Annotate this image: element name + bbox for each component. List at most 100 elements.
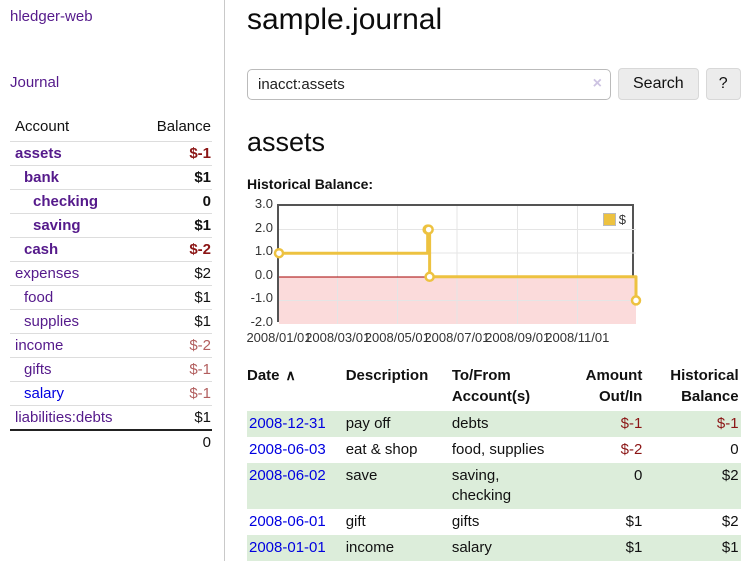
account-link[interactable]: gifts bbox=[24, 361, 52, 378]
account-row: checking 0 bbox=[10, 189, 212, 214]
chart-legend: $ bbox=[600, 211, 628, 228]
chart-title: Historical Balance: bbox=[247, 176, 374, 192]
register-description-cell: income bbox=[345, 539, 395, 556]
transaction-date-link[interactable]: 2008-06-02 bbox=[249, 467, 326, 484]
register-column-header: Amount Out/In bbox=[585, 367, 643, 405]
register-amount-cell: $1 bbox=[625, 513, 643, 530]
x-axis-tick-label: 2008/05/01 bbox=[364, 330, 430, 345]
x-axis-tick-label: 2008/09/01 bbox=[485, 330, 551, 345]
account-balance: $1 bbox=[194, 409, 211, 426]
data-point-marker[interactable] bbox=[423, 224, 434, 235]
register-description-cell: eat & shop bbox=[345, 441, 418, 458]
account-balance: $-1 bbox=[189, 385, 211, 402]
register-column-header[interactable]: Date ∧ bbox=[247, 367, 296, 384]
account-row: assets $-1 bbox=[10, 141, 212, 166]
search-button[interactable]: Search bbox=[618, 68, 699, 100]
register-accounts-cell: debts bbox=[451, 415, 489, 432]
data-point-marker[interactable] bbox=[630, 295, 642, 306]
x-axis-tick-label: 2008/01/01 bbox=[246, 330, 312, 345]
account-link[interactable]: saving bbox=[33, 217, 81, 234]
transaction-date-link[interactable]: 2008-06-03 bbox=[249, 441, 326, 458]
account-row: income $-2 bbox=[10, 333, 212, 358]
account-link[interactable]: salary bbox=[24, 385, 65, 402]
accounts-table: Account Balance assets $-1 bank $1 checking 0… bbox=[10, 115, 212, 454]
account-link[interactable]: cash bbox=[24, 241, 59, 258]
account-link[interactable]: assets bbox=[15, 145, 62, 162]
account-row: expenses $2 bbox=[10, 261, 212, 286]
account-link[interactable]: supplies bbox=[24, 313, 80, 330]
register-balance-cell: $2 bbox=[721, 467, 739, 484]
account-link[interactable]: liabilities:debts bbox=[15, 409, 113, 426]
register-description-cell: pay off bbox=[345, 415, 391, 432]
account-link[interactable]: bank bbox=[24, 169, 60, 186]
account-cell: gifts bbox=[10, 358, 137, 382]
legend-label: $ bbox=[618, 212, 626, 227]
register-balance-cell: 0 bbox=[730, 441, 739, 458]
account-row: food $1 bbox=[10, 285, 212, 310]
account-cell: food bbox=[10, 286, 137, 310]
accounts-header-balance: Balance bbox=[156, 118, 211, 135]
account-heading: assets bbox=[247, 127, 326, 157]
legend-swatch-icon bbox=[602, 213, 616, 226]
account-balance: 0 bbox=[202, 193, 211, 210]
account-balance: $1 bbox=[194, 313, 211, 330]
account-cell: income bbox=[10, 334, 137, 358]
search-input[interactable] bbox=[247, 68, 611, 100]
register-date-cell: 2008-06-02 bbox=[247, 463, 346, 509]
account-row: bank $1 bbox=[10, 165, 212, 190]
account-cell: cash bbox=[10, 238, 137, 262]
account-cell: supplies bbox=[10, 310, 137, 334]
nav-journal-link[interactable]: Journal bbox=[10, 74, 60, 91]
sidebar: hledger-web Journal Account Balance asse… bbox=[0, 0, 225, 561]
account-cell: liabilities:debts bbox=[10, 406, 137, 431]
historical-balance-chart[interactable]: 3.0 2.0 1.0 0.0 -1.0 -2.0 2008/01/01 2008/03/01… bbox=[246, 196, 645, 348]
x-axis-tick-label: 2008/11/01 bbox=[545, 330, 610, 345]
x-axis-tick-label: 2008/03/01 bbox=[305, 330, 371, 345]
account-balance: $1 bbox=[194, 217, 211, 234]
register-description-cell: save bbox=[345, 467, 378, 484]
account-row: saving $1 bbox=[10, 213, 212, 238]
account-cell: saving bbox=[10, 214, 137, 238]
account-row: supplies $1 bbox=[10, 309, 212, 334]
account-cell: assets bbox=[10, 142, 137, 166]
register-amount-cell: $-1 bbox=[620, 415, 643, 432]
register-accounts-cell: saving, checking bbox=[451, 467, 512, 504]
account-cell: bank bbox=[10, 166, 137, 190]
chart-canvas bbox=[273, 206, 642, 324]
y-axis-tick-label: 3.0 bbox=[254, 196, 273, 211]
account-balance: $1 bbox=[194, 169, 211, 186]
register-row: 2008-06-01 gift gifts $1 $2 bbox=[247, 509, 741, 535]
search-box: × bbox=[247, 68, 611, 100]
accounts-total-row: 0 bbox=[10, 430, 212, 454]
transaction-date-link[interactable]: 2008-01-01 bbox=[249, 539, 326, 556]
x-axis-tick-label: 2008/07/01 bbox=[424, 330, 490, 345]
clear-search-icon[interactable]: × bbox=[592, 74, 602, 92]
register-accounts-cell: gifts bbox=[451, 513, 480, 530]
account-row: salary $-1 bbox=[10, 381, 212, 406]
register-accounts-cell: food, supplies bbox=[451, 441, 545, 458]
account-cell: salary bbox=[10, 382, 137, 406]
register-amount-cell: $-2 bbox=[620, 441, 643, 458]
help-button[interactable]: ? bbox=[705, 68, 741, 100]
register-table: Date ∧ Description To/From Account(s) Amount O… bbox=[247, 363, 741, 561]
account-balance: $2 bbox=[194, 265, 211, 282]
register-date-cell: 2008-12-31 bbox=[247, 411, 346, 437]
register-column-header: Description bbox=[345, 367, 429, 384]
account-cell: expenses bbox=[10, 262, 137, 286]
data-point-marker[interactable] bbox=[424, 271, 435, 283]
y-axis-tick-label: -2.0 bbox=[250, 314, 273, 329]
account-link[interactable]: income bbox=[15, 337, 64, 354]
register-row: 2008-01-01 income salary $1 $1 bbox=[247, 535, 741, 561]
account-link[interactable]: expenses bbox=[15, 265, 80, 282]
account-link[interactable]: checking bbox=[33, 193, 99, 210]
transaction-date-link[interactable]: 2008-06-01 bbox=[249, 513, 326, 530]
register-row: 2008-06-02 save saving, checking 0 $2 bbox=[247, 463, 741, 509]
register-balance-cell: $-1 bbox=[716, 415, 739, 432]
accounts-header-account: Account bbox=[15, 118, 70, 135]
transaction-date-link[interactable]: 2008-12-31 bbox=[249, 415, 326, 432]
account-link[interactable]: food bbox=[24, 289, 54, 306]
data-point-marker[interactable] bbox=[273, 247, 285, 259]
brand-link[interactable]: hledger-web bbox=[10, 8, 93, 25]
accounts-total-spacer bbox=[10, 430, 137, 454]
register-date-cell: 2008-01-01 bbox=[247, 535, 346, 561]
